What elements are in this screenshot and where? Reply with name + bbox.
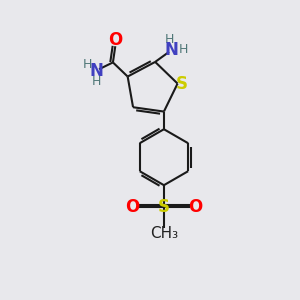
Text: S: S (158, 198, 170, 216)
Text: H: H (179, 43, 188, 56)
Text: CH₃: CH₃ (150, 226, 178, 241)
Text: N: N (164, 40, 178, 58)
Text: O: O (108, 31, 122, 49)
Text: S: S (176, 75, 188, 93)
Text: N: N (90, 62, 104, 80)
Text: H: H (92, 75, 101, 88)
Text: O: O (189, 198, 203, 216)
Text: O: O (125, 198, 139, 216)
Text: H: H (164, 33, 174, 46)
Text: H: H (83, 58, 93, 71)
